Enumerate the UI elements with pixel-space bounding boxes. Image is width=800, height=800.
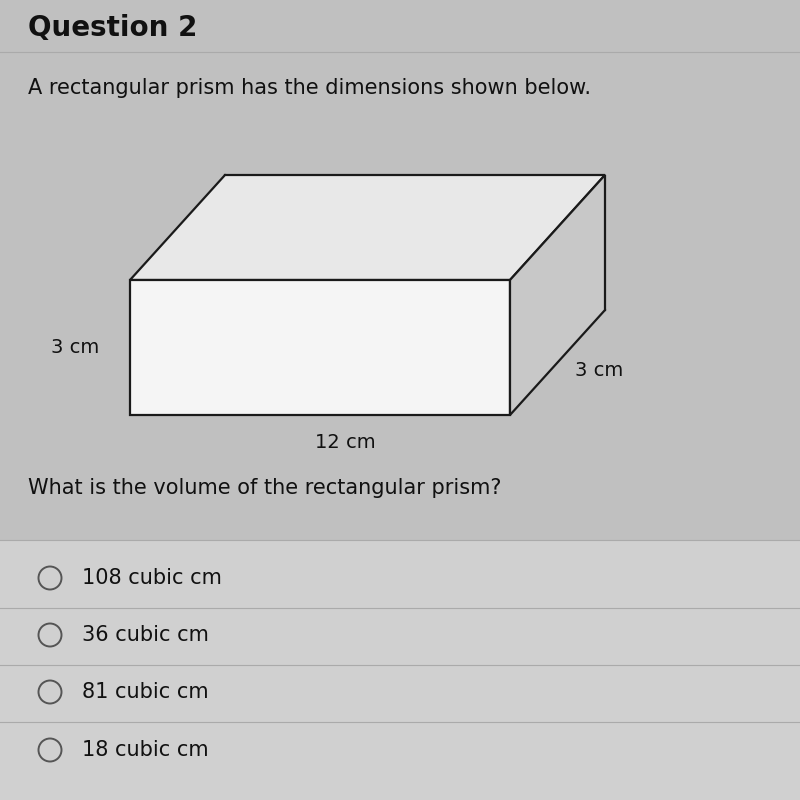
Polygon shape: [130, 280, 510, 415]
Text: 12 cm: 12 cm: [314, 434, 375, 453]
FancyBboxPatch shape: [0, 0, 800, 540]
Text: 18 cubic cm: 18 cubic cm: [82, 740, 209, 760]
Text: 36 cubic cm: 36 cubic cm: [82, 625, 209, 645]
Text: What is the volume of the rectangular prism?: What is the volume of the rectangular pr…: [28, 478, 502, 498]
Text: 81 cubic cm: 81 cubic cm: [82, 682, 209, 702]
Text: 3 cm: 3 cm: [51, 338, 99, 357]
Polygon shape: [510, 175, 605, 415]
Text: 3 cm: 3 cm: [575, 361, 624, 380]
Text: A rectangular prism has the dimensions shown below.: A rectangular prism has the dimensions s…: [28, 78, 591, 98]
Polygon shape: [130, 175, 605, 280]
FancyBboxPatch shape: [0, 540, 800, 800]
Text: 108 cubic cm: 108 cubic cm: [82, 568, 222, 588]
Text: Question 2: Question 2: [28, 14, 198, 42]
